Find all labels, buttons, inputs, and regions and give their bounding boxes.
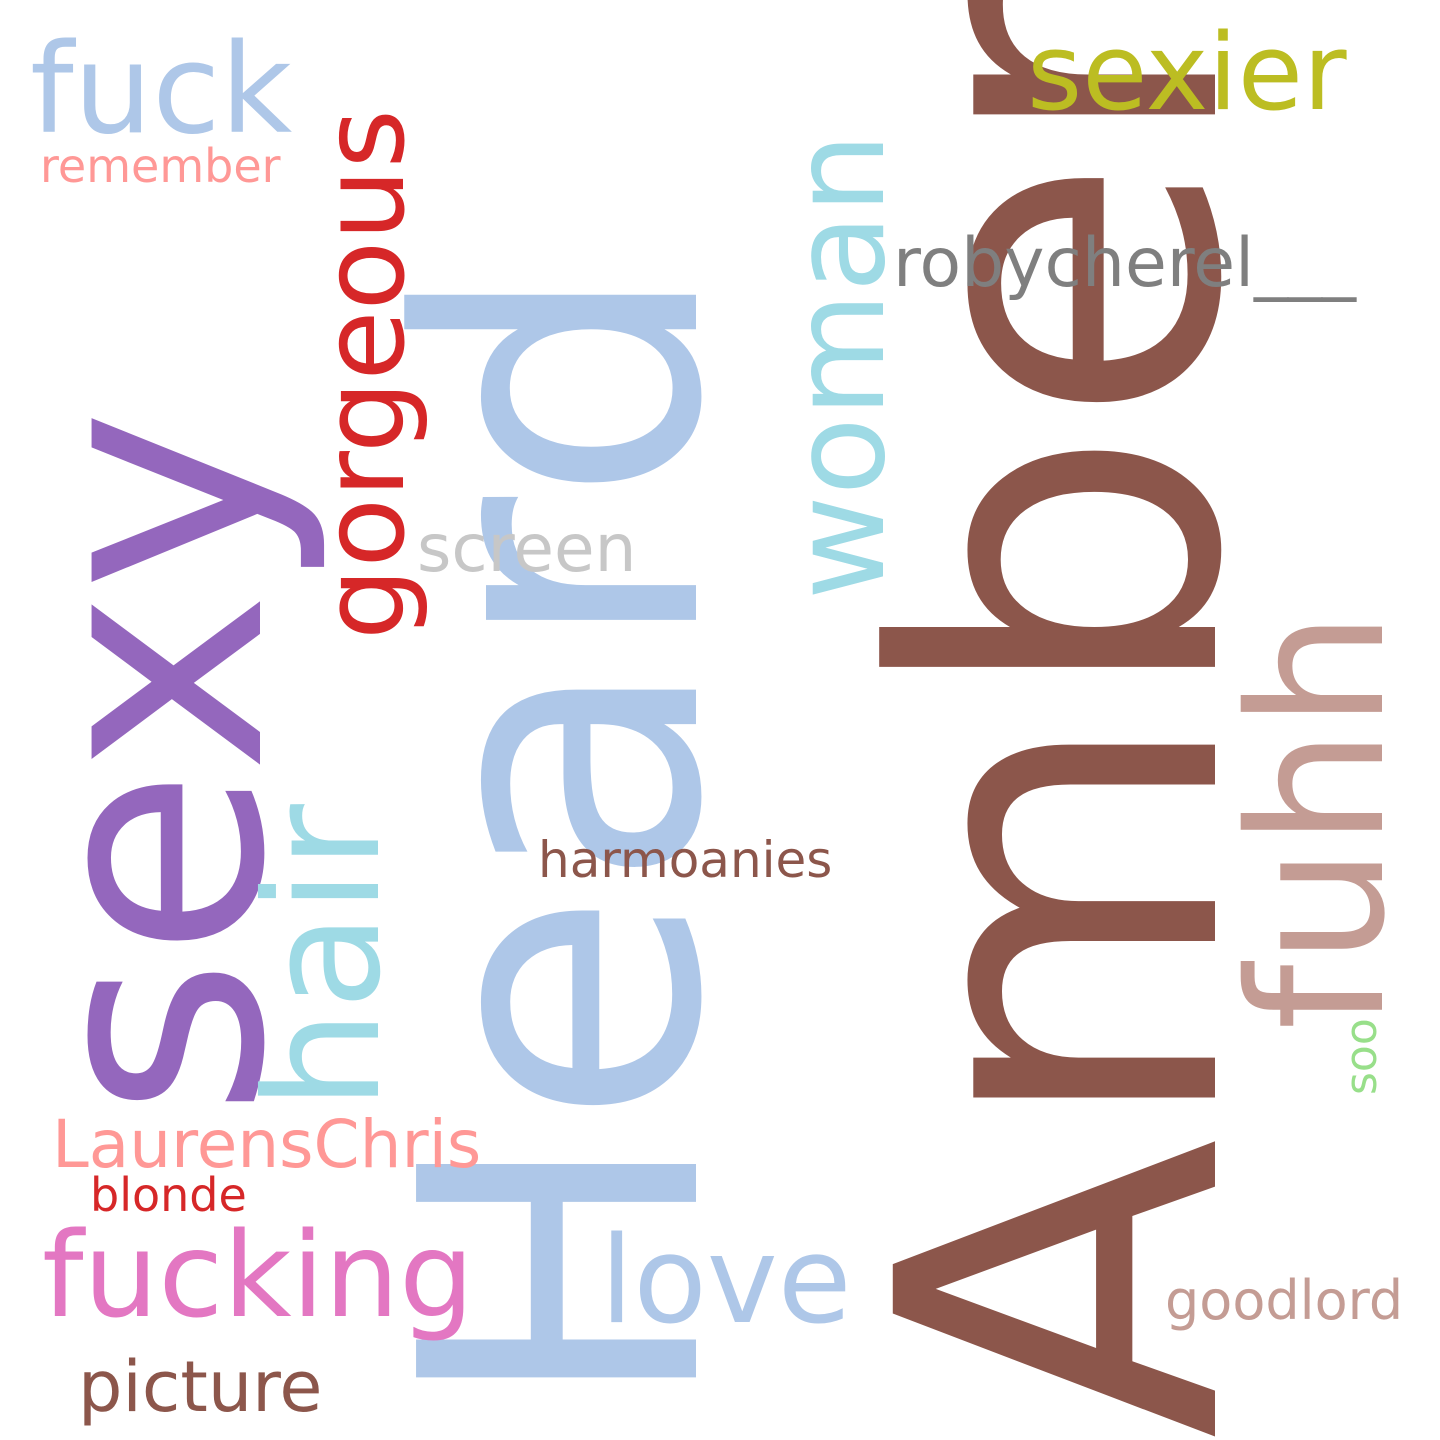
word-goodlord: goodlord: [1165, 1269, 1404, 1332]
word-hair: hair: [232, 804, 416, 1110]
word-fuhh: fuhh: [1209, 610, 1426, 1030]
word-sexier: sexier: [1027, 11, 1347, 134]
word-picture: picture: [78, 1346, 323, 1428]
word-fuck: fuck: [30, 18, 293, 162]
word-love: love: [600, 1212, 852, 1351]
word-harmoanies: harmoanies: [538, 831, 833, 889]
word-remember: remember: [40, 139, 281, 193]
word-woman: woman: [765, 132, 914, 600]
word-robycherel: robycherel___: [893, 224, 1356, 303]
word-laurenschris: LaurensChris: [52, 1106, 482, 1183]
word-soo: soo: [1336, 1018, 1387, 1095]
word-gorgeous: gorgeous: [297, 109, 430, 640]
word-blonde: blonde: [90, 1168, 247, 1222]
word-fucking: fucking: [42, 1206, 475, 1344]
word-screen: screen: [417, 510, 637, 587]
